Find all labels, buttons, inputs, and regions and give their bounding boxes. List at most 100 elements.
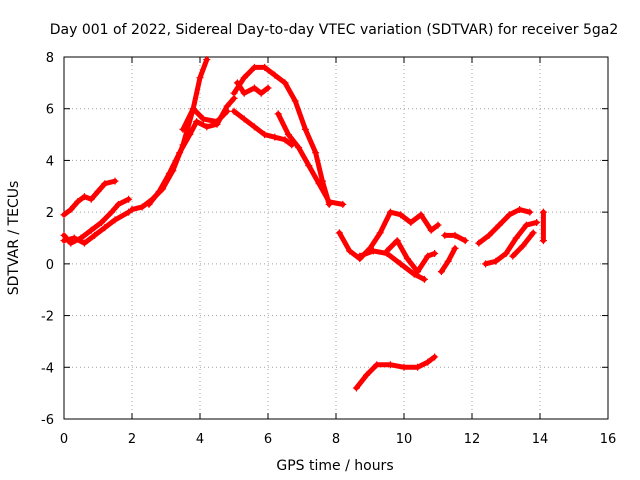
data-point bbox=[203, 56, 211, 64]
data-point bbox=[230, 107, 238, 115]
data-point bbox=[203, 123, 211, 131]
data-point bbox=[505, 211, 513, 219]
data-point bbox=[403, 255, 411, 263]
data-point bbox=[437, 268, 445, 276]
series-track bbox=[61, 196, 132, 246]
data-marks bbox=[60, 56, 547, 392]
y-axis-label: SDTVAR / TECUs bbox=[6, 181, 22, 296]
data-point bbox=[67, 206, 75, 214]
data-point bbox=[111, 177, 119, 185]
data-point bbox=[111, 216, 119, 224]
data-point bbox=[233, 79, 241, 87]
data-point bbox=[424, 252, 432, 260]
data-point bbox=[213, 118, 221, 126]
data-point bbox=[325, 198, 333, 206]
data-point bbox=[346, 247, 354, 255]
data-point bbox=[165, 169, 173, 177]
data-point bbox=[125, 195, 133, 203]
data-point bbox=[475, 239, 483, 247]
y-tick-label: -2 bbox=[41, 310, 54, 325]
data-point bbox=[97, 218, 105, 226]
data-point bbox=[529, 229, 537, 237]
data-point bbox=[451, 231, 459, 239]
data-point bbox=[373, 361, 381, 369]
data-point bbox=[414, 268, 422, 276]
series-track bbox=[357, 248, 427, 282]
data-point bbox=[376, 229, 384, 237]
data-point bbox=[352, 384, 360, 392]
data-point bbox=[281, 136, 289, 144]
data-point bbox=[274, 110, 282, 118]
data-point bbox=[492, 257, 500, 265]
data-point bbox=[196, 74, 204, 82]
data-point bbox=[281, 79, 289, 87]
data-point bbox=[444, 257, 452, 265]
data-point bbox=[261, 63, 269, 71]
data-point bbox=[199, 115, 207, 123]
x-tick-label: 16 bbox=[600, 432, 617, 447]
data-point bbox=[356, 252, 364, 260]
data-point bbox=[80, 193, 88, 201]
data-point bbox=[193, 118, 201, 126]
data-point bbox=[339, 200, 347, 208]
data-point bbox=[250, 63, 258, 71]
x-tick-label: 4 bbox=[196, 432, 204, 447]
data-point bbox=[128, 206, 136, 214]
data-point bbox=[393, 237, 401, 245]
data-point bbox=[441, 231, 449, 239]
series-track bbox=[353, 354, 438, 391]
y-tick-label: 6 bbox=[46, 103, 54, 118]
data-point bbox=[189, 105, 197, 113]
data-point bbox=[312, 149, 320, 157]
data-point bbox=[101, 224, 109, 232]
data-point bbox=[108, 208, 116, 216]
data-point bbox=[179, 125, 187, 133]
data-point bbox=[60, 237, 68, 245]
data-point bbox=[335, 229, 343, 237]
data-point bbox=[407, 218, 415, 226]
y-tick-label: -4 bbox=[41, 361, 54, 376]
data-point bbox=[295, 144, 303, 151]
x-axis-label: GPS time / hours bbox=[276, 458, 393, 474]
data-point bbox=[230, 89, 238, 97]
y-tick-label: 2 bbox=[46, 206, 54, 221]
data-point bbox=[431, 353, 439, 361]
data-point bbox=[485, 231, 493, 239]
data-point bbox=[60, 211, 68, 219]
data-point bbox=[509, 252, 517, 260]
x-tick-label: 14 bbox=[532, 432, 549, 447]
data-point bbox=[240, 89, 248, 97]
data-point bbox=[305, 162, 313, 170]
data-point bbox=[223, 107, 231, 115]
data-point bbox=[369, 247, 377, 255]
x-tick-label: 2 bbox=[128, 432, 136, 447]
series-track bbox=[129, 57, 210, 213]
data-point bbox=[533, 218, 541, 226]
data-point bbox=[250, 123, 258, 131]
data-point bbox=[271, 133, 279, 141]
x-tick-label: 0 bbox=[60, 432, 68, 447]
y-tick-label: 8 bbox=[46, 51, 54, 66]
data-point bbox=[87, 226, 95, 234]
data-point bbox=[431, 250, 439, 258]
chart-title: Day 001 of 2022, Sidereal Day-to-day VTE… bbox=[50, 22, 619, 38]
series-track bbox=[231, 64, 332, 207]
data-point bbox=[80, 239, 88, 247]
data-point bbox=[461, 237, 469, 245]
data-point bbox=[261, 131, 269, 139]
data-point bbox=[522, 221, 530, 229]
data-point bbox=[397, 211, 405, 219]
data-point bbox=[87, 195, 95, 203]
axis-ticks: 0 2 4 6 8 10 12 14 16 -6 -4 -2 0 2 4 6 8 bbox=[41, 51, 616, 447]
data-point bbox=[155, 187, 163, 195]
data-point bbox=[427, 226, 435, 234]
data-point bbox=[400, 363, 408, 371]
data-point bbox=[386, 361, 394, 369]
data-point bbox=[516, 206, 524, 214]
data-point bbox=[539, 208, 547, 216]
data-point bbox=[271, 71, 279, 79]
data-point bbox=[250, 84, 258, 92]
data-point bbox=[502, 250, 510, 258]
data-point bbox=[114, 200, 122, 208]
data-point bbox=[70, 234, 78, 242]
